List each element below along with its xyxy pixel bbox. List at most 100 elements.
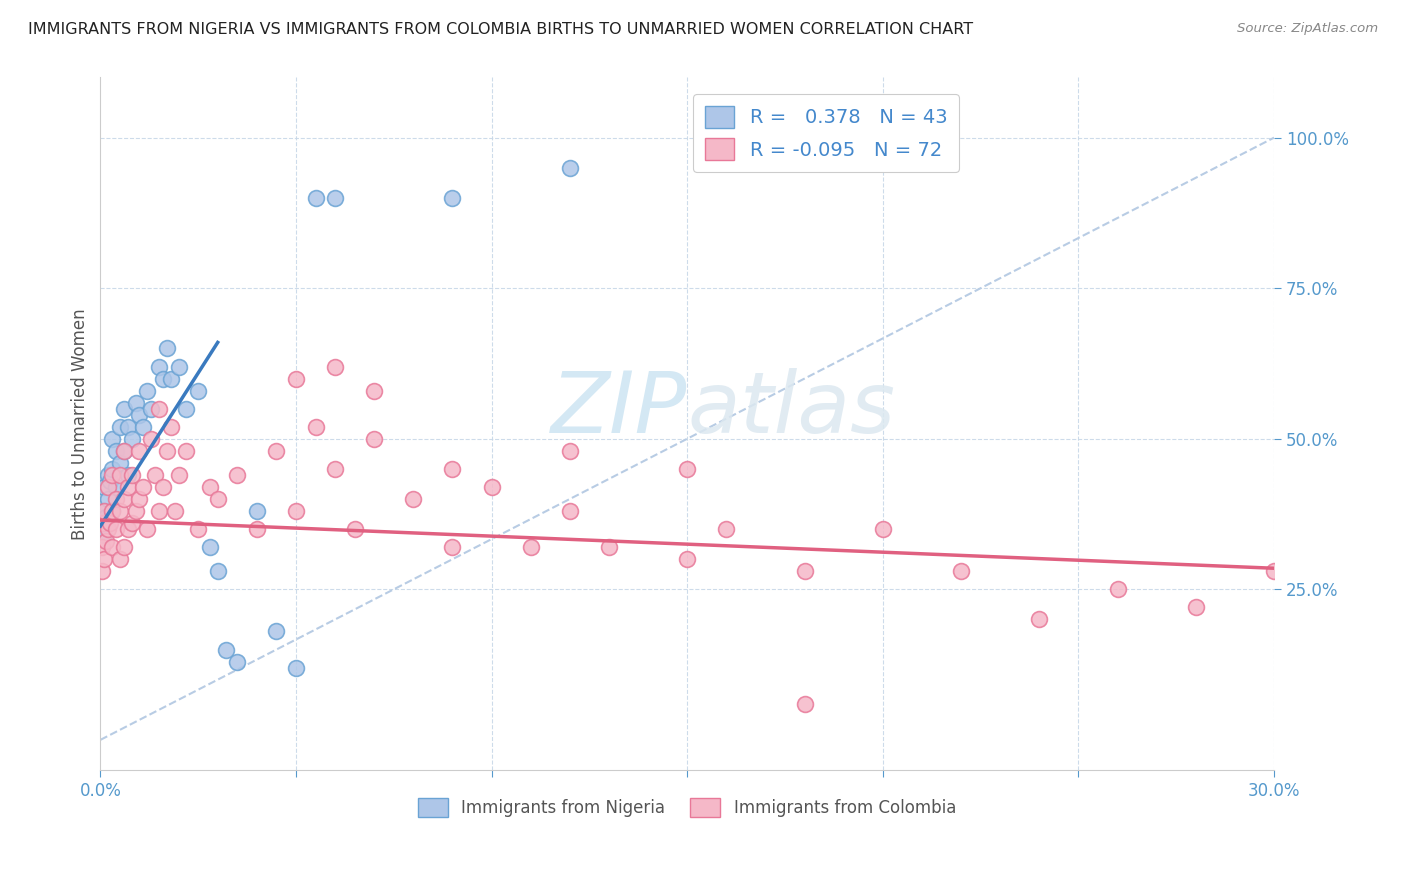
Point xyxy=(363,384,385,398)
Point xyxy=(148,359,170,374)
Point xyxy=(226,467,249,482)
Point xyxy=(136,522,159,536)
Point xyxy=(105,491,128,506)
Point xyxy=(93,552,115,566)
Point xyxy=(121,432,143,446)
Point xyxy=(97,491,120,506)
Point xyxy=(167,359,190,374)
Point xyxy=(132,419,155,434)
Point xyxy=(96,510,118,524)
Point xyxy=(101,540,124,554)
Point xyxy=(101,462,124,476)
Point xyxy=(117,419,139,434)
Point xyxy=(558,443,581,458)
Point xyxy=(141,401,163,416)
Point xyxy=(226,655,249,669)
Point xyxy=(117,522,139,536)
Point xyxy=(90,540,112,554)
Point xyxy=(198,480,221,494)
Point xyxy=(136,384,159,398)
Point xyxy=(207,491,229,506)
Point xyxy=(304,191,326,205)
Point xyxy=(152,480,174,494)
Point xyxy=(141,432,163,446)
Point xyxy=(598,540,620,554)
Point xyxy=(93,504,115,518)
Point xyxy=(112,443,135,458)
Point xyxy=(93,480,115,494)
Point xyxy=(128,491,150,506)
Point xyxy=(101,504,124,518)
Point xyxy=(676,462,699,476)
Point xyxy=(441,462,464,476)
Point xyxy=(176,401,198,416)
Point xyxy=(117,480,139,494)
Point xyxy=(304,419,326,434)
Point xyxy=(112,443,135,458)
Point xyxy=(323,462,346,476)
Point xyxy=(98,516,121,530)
Point xyxy=(284,504,307,518)
Point xyxy=(112,540,135,554)
Point xyxy=(97,480,120,494)
Point xyxy=(108,456,131,470)
Point xyxy=(159,419,181,434)
Point xyxy=(716,522,738,536)
Point xyxy=(101,467,124,482)
Point xyxy=(163,504,186,518)
Text: IMMIGRANTS FROM NIGERIA VS IMMIGRANTS FROM COLOMBIA BIRTHS TO UNMARRIED WOMEN CO: IMMIGRANTS FROM NIGERIA VS IMMIGRANTS FR… xyxy=(28,22,973,37)
Point xyxy=(143,467,166,482)
Point xyxy=(93,516,115,530)
Point xyxy=(323,359,346,374)
Point xyxy=(91,516,114,530)
Point xyxy=(519,540,541,554)
Point xyxy=(91,564,114,578)
Point xyxy=(167,467,190,482)
Point xyxy=(950,564,973,578)
Point xyxy=(128,408,150,422)
Point xyxy=(246,522,269,536)
Point xyxy=(124,504,146,518)
Point xyxy=(1028,612,1050,626)
Point xyxy=(105,480,128,494)
Point xyxy=(176,443,198,458)
Point xyxy=(148,504,170,518)
Text: atlas: atlas xyxy=(688,368,896,451)
Point xyxy=(112,401,135,416)
Point xyxy=(558,504,581,518)
Point xyxy=(96,534,118,549)
Point xyxy=(101,504,124,518)
Point xyxy=(97,522,120,536)
Point xyxy=(152,371,174,385)
Point xyxy=(156,443,179,458)
Point xyxy=(108,504,131,518)
Point xyxy=(343,522,366,536)
Point xyxy=(481,480,503,494)
Point xyxy=(266,624,288,639)
Point xyxy=(266,443,288,458)
Point xyxy=(441,191,464,205)
Point xyxy=(121,516,143,530)
Point xyxy=(105,522,128,536)
Point xyxy=(676,552,699,566)
Point xyxy=(156,342,179,356)
Point xyxy=(112,491,135,506)
Point xyxy=(214,642,236,657)
Point xyxy=(1184,600,1206,615)
Point xyxy=(558,161,581,175)
Point xyxy=(207,564,229,578)
Point xyxy=(363,432,385,446)
Point xyxy=(872,522,894,536)
Point xyxy=(128,443,150,458)
Point xyxy=(97,467,120,482)
Point xyxy=(93,504,115,518)
Point xyxy=(441,540,464,554)
Point xyxy=(101,432,124,446)
Point xyxy=(1107,582,1129,597)
Legend: Immigrants from Nigeria, Immigrants from Colombia: Immigrants from Nigeria, Immigrants from… xyxy=(412,791,963,824)
Point xyxy=(187,384,209,398)
Point xyxy=(187,522,209,536)
Point xyxy=(108,552,131,566)
Point xyxy=(117,467,139,482)
Point xyxy=(121,467,143,482)
